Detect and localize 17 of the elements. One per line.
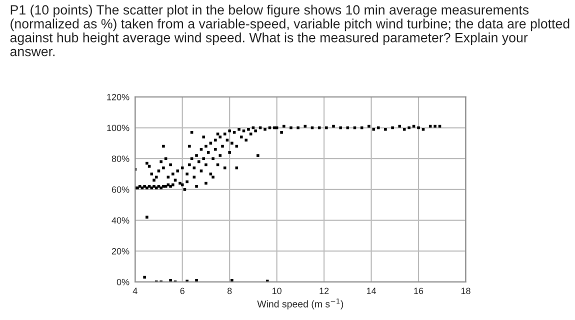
y-tick-label: 0% (116, 278, 130, 286)
x-tick-label: 18 (461, 288, 470, 294)
x-tick-label: 12 (320, 288, 329, 294)
x-tick-label: 10 (272, 288, 282, 294)
x-tick-label: 6 (180, 288, 184, 294)
x-tick-label: 14 (366, 288, 376, 294)
x-axis-title: Wind speed (m s$^{−1}$) (257, 298, 344, 310)
chart-title: P1 (10 points) The scatter plot in the below figure shows 10 min average measurements (normalized as %) taken from a variable-speed, variable pitch wind turbine; the data are plotted against hub height average wind speed. What is the measured parameter? Explain your answer. (10, 4, 570, 56)
y-tick-label: 60% (112, 186, 130, 193)
x-tick-label: 8 (227, 288, 232, 294)
y-tick-label: 20% (112, 248, 130, 254)
x-tick-label: 4 (132, 288, 138, 294)
y-tick-label: 100% (107, 124, 130, 132)
x-tick-label: 16 (414, 288, 424, 294)
y-tick-label: 120% (107, 94, 130, 100)
y-tick-label: 80% (112, 156, 130, 162)
y-tick-label: 40% (112, 217, 130, 224)
